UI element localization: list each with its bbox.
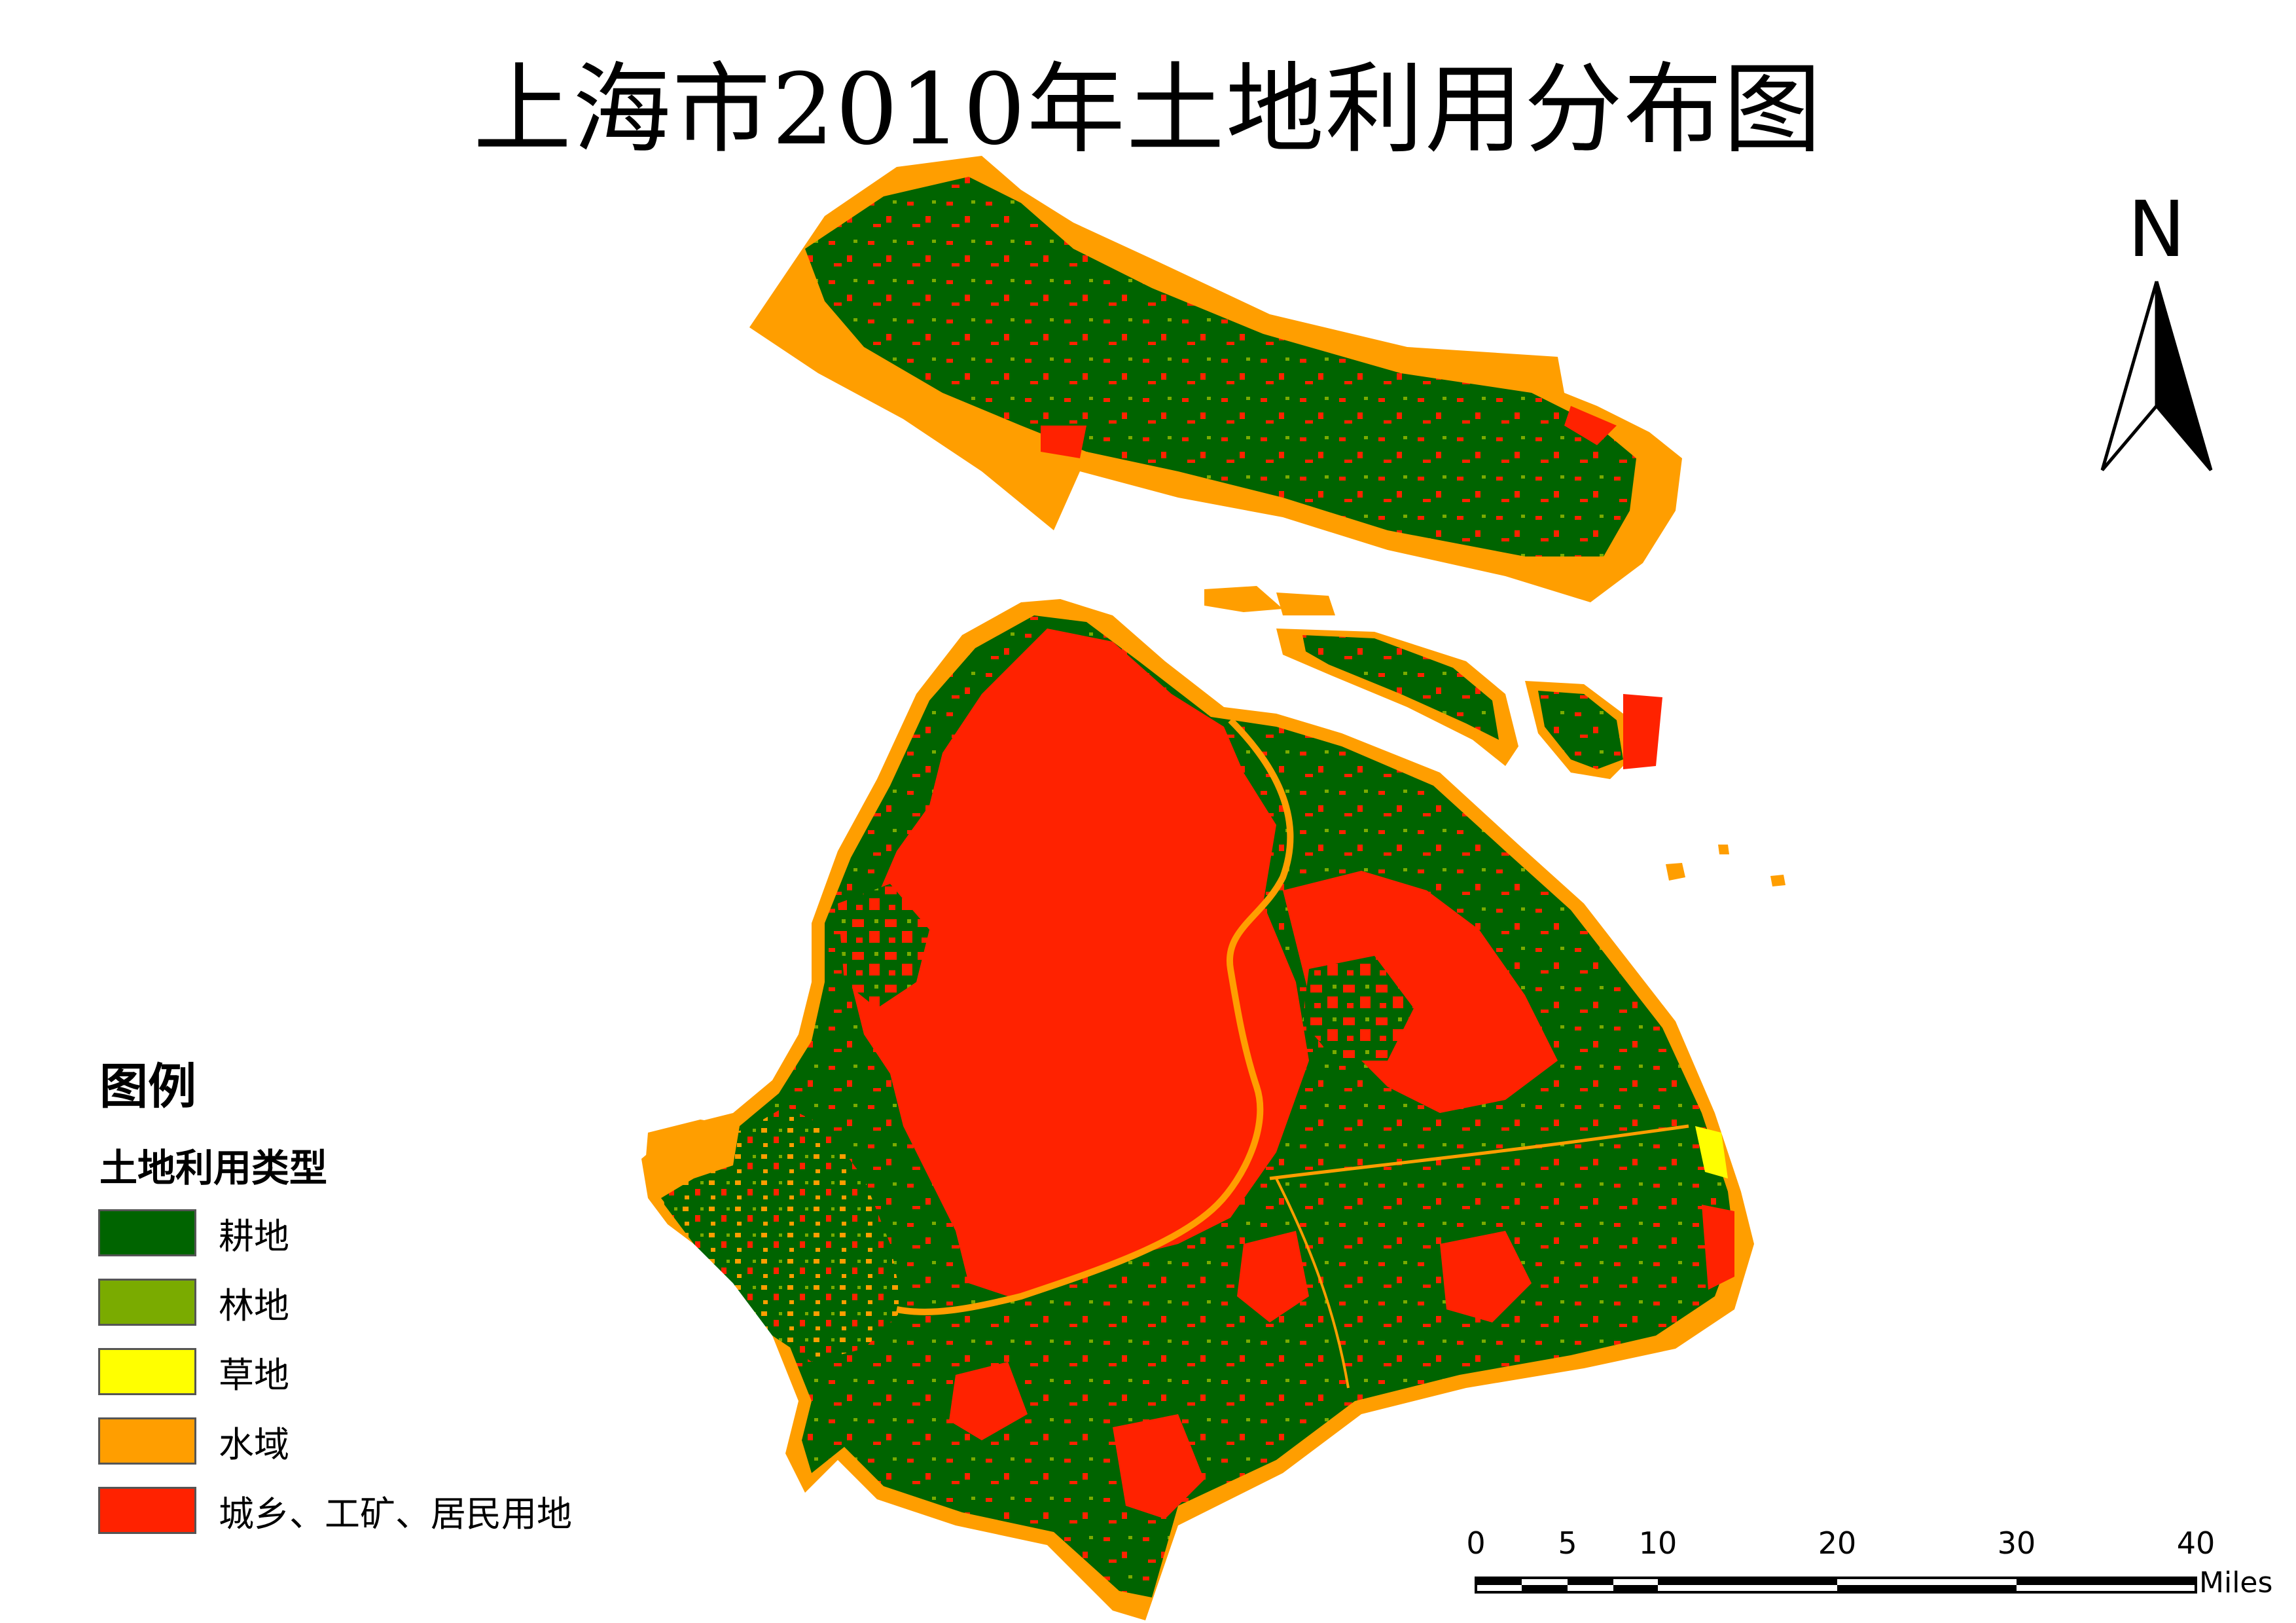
central-urban-core: [851, 629, 1309, 1296]
legend-heading: 图例: [99, 1059, 196, 1115]
scale-tick-label: 10: [1638, 1525, 1677, 1561]
chongming-urban-patch: [1041, 426, 1086, 458]
map-title: 上海市2010年土地利用分布图: [473, 53, 1823, 167]
grassland-coast: [1695, 1126, 1728, 1178]
pudong-urban: [1283, 871, 1558, 1113]
western-lake-region: [661, 1106, 903, 1362]
canal: [1269, 1124, 1689, 1180]
hengsha-urban: [1623, 694, 1662, 769]
legend-swatch: [98, 1279, 196, 1326]
legend-item-urban: 城乡、工矿、居民用地: [98, 1484, 572, 1537]
legend-label: 水域: [219, 1423, 289, 1465]
scale-unit: Miles: [2199, 1566, 2273, 1599]
scale-bar-graphic: [1475, 1577, 2197, 1594]
scale-tick-label: 5: [1558, 1525, 1577, 1561]
scale-tick-label: 20: [1818, 1525, 1857, 1561]
legend-item-water: 水域: [98, 1415, 572, 1467]
legend-swatch: [98, 1209, 196, 1256]
chongming-urban-patch: [1564, 406, 1617, 445]
chongming-farmland: [805, 177, 1636, 556]
north-label: N: [2127, 184, 2186, 274]
small-islet: [1718, 845, 1729, 854]
legend: 图例 土地利用类型 耕地 林地 草地 水域 城乡、工矿、居民用地: [98, 1048, 572, 1554]
urban-south: [1440, 1231, 1532, 1322]
changxing-island: [1276, 593, 1335, 615]
legend-subheading: 土地利用类型: [99, 1146, 328, 1190]
small-islet: [1666, 863, 1685, 881]
urban-sprawl: [1302, 956, 1414, 1061]
legend-swatch: [98, 1417, 196, 1465]
urban-east-coast: [1702, 1205, 1734, 1290]
urban-sprawl: [838, 884, 929, 1008]
legend-swatch: [98, 1487, 196, 1534]
scale-tick-label: 0: [1466, 1525, 1486, 1561]
legend-label: 耕地: [219, 1215, 289, 1257]
scale-tick-label: 30: [1997, 1525, 2036, 1561]
urban-south: [949, 1362, 1028, 1440]
urban-south: [1237, 1231, 1309, 1322]
legend-swatch: [98, 1348, 196, 1395]
scale-bar: 0 5 10 20 30 40 Miles: [1466, 1525, 2284, 1604]
legend-item-farmland: 耕地: [98, 1207, 572, 1259]
small-islet: [1770, 875, 1785, 886]
legend-label: 草地: [219, 1354, 289, 1396]
legend-label: 城乡、工矿、居民用地: [219, 1493, 572, 1535]
legend-item-grassland: 草地: [98, 1345, 572, 1398]
north-arrow-icon: [2100, 281, 2213, 471]
scale-tick-label: 40: [2176, 1525, 2215, 1561]
huangpu-river: [896, 718, 1294, 1315]
legend-label: 林地: [219, 1285, 289, 1326]
hengsha-farmland: [1538, 691, 1623, 769]
changxing-farmland: [1302, 635, 1499, 740]
north-arrow: N: [2094, 190, 2219, 478]
changxing-island: [1204, 586, 1283, 612]
canal: [1275, 1178, 1350, 1389]
legend-item-forest: 林地: [98, 1276, 572, 1328]
dianshan-lake: [645, 1120, 740, 1198]
urban-south: [1113, 1414, 1204, 1519]
